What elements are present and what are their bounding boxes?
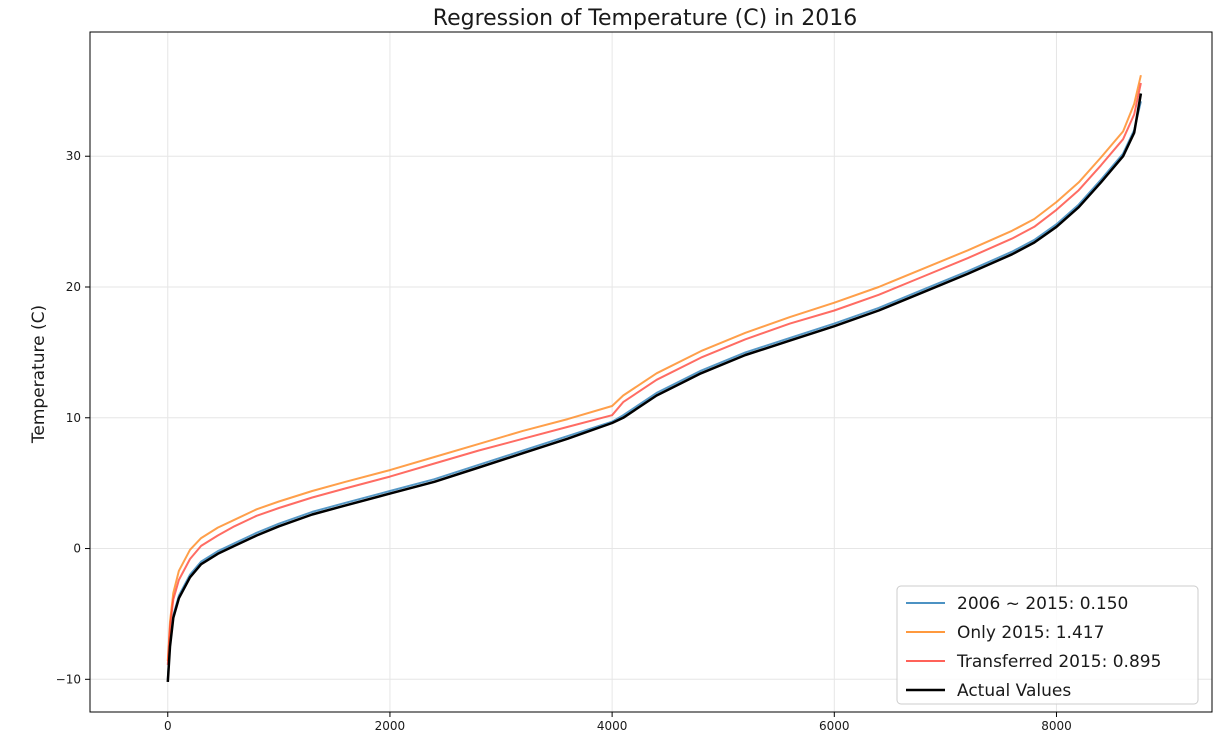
chart-title: Regression of Temperature (C) in 2016 (433, 6, 857, 31)
y-tick-label: −10 (56, 672, 81, 686)
legend: 2006 ~ 2015: 0.150 Only 2015: 1.417 Transf… (896, 585, 1199, 705)
legend-label: Actual Values (957, 681, 1071, 701)
legend-label: 2006 ~ 2015: 0.150 (957, 594, 1128, 614)
plot-frame (89, 31, 1213, 713)
gridlines (90, 32, 1212, 712)
x-tick-label: 2000 (375, 719, 406, 733)
y-tick-label: 30 (66, 149, 81, 163)
series-line-2 (166, 74, 1142, 662)
axes: 0 2000 4000 6000 8000 −10 0 10 20 30 (56, 149, 1072, 733)
legend-label: Only 2015: 1.417 (957, 623, 1104, 643)
series-line-4 (166, 93, 1143, 682)
x-tick-label: 4000 (597, 719, 628, 733)
legend-label: Transferred 2015: 0.895 (956, 652, 1161, 672)
x-tick-label: 6000 (819, 719, 850, 733)
y-axis-label: Temperature (C) (29, 305, 49, 444)
y-tick-label: 20 (66, 280, 81, 294)
series-line-3 (166, 82, 1142, 665)
x-tick-label: 8000 (1041, 719, 1072, 733)
legend-box (896, 585, 1199, 705)
y-tick-label: 0 (73, 542, 81, 556)
y-tick-label: 10 (66, 411, 81, 425)
x-tick-label: 0 (164, 719, 172, 733)
plot-area (166, 74, 1143, 682)
